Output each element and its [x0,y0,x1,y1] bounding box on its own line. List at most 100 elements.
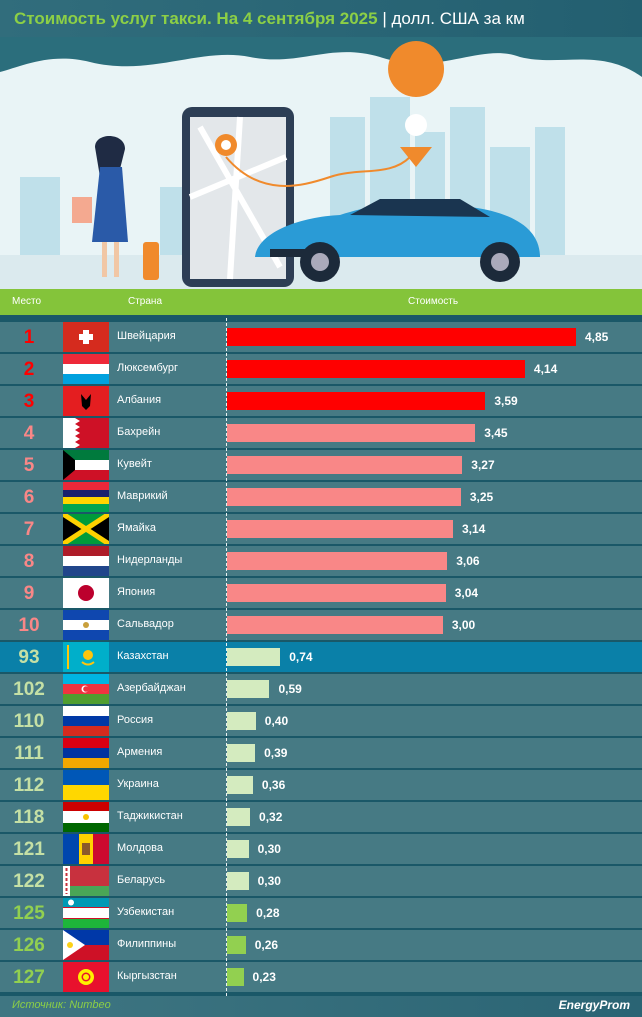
flag-icon [63,450,109,480]
flag-icon [63,386,109,416]
bar [227,616,443,634]
header-country: Страна [128,296,163,307]
bar [227,328,576,346]
table-row: 2 Люксембург 4,14 [0,354,642,384]
flag-icon [63,418,109,448]
value-label: 0,40 [264,714,289,728]
bar [227,360,525,378]
bar [227,936,246,954]
table-row: 5 Кувейт 3,27 [0,450,642,480]
bar [227,744,256,762]
flag-icon [63,898,109,928]
bar [227,456,463,474]
flag-icon [63,930,109,960]
value-label: 3,27 [471,458,495,472]
value-label: 3,59 [494,394,518,408]
country-name: Беларусь [117,874,166,886]
rank: 110 [13,711,45,732]
flag-icon [63,706,109,736]
value-label: 3,04 [454,586,479,600]
title-separator: | [377,9,392,28]
rank: 118 [13,807,45,828]
table-row: 126 Филиппины 0,26 [0,930,642,960]
country-name: Казахстан [117,650,169,662]
header-rank: Место [12,296,42,307]
rank: 7 [23,519,35,540]
country-name: Филиппины [117,938,177,950]
table-row: 125 Узбекистан 0,28 [0,898,642,928]
value-label: 3,45 [484,426,508,440]
table-row: 122 Беларусь 0,30 [0,866,642,896]
header-cost: Стоимость [408,296,459,307]
rank: 5 [23,455,35,476]
flag-icon [63,770,109,800]
table-row: 10 Сальвадор 3,00 [0,610,642,640]
country-name: Армения [117,746,163,758]
rank: 10 [18,615,40,636]
table-row: 4 Бахрейн 3,45 [0,418,642,448]
energyprom-logo: EnergyProm [558,998,630,1012]
bar [227,488,461,506]
table-row: 118 Таджикистан 0,32 [0,802,642,832]
title-unit: долл. США за км [391,9,525,28]
country-name: Кувейт [117,458,152,470]
taxi-illustration [0,37,642,289]
table-row: 9 Япония 3,04 [0,578,642,608]
rank: 102 [13,679,45,700]
bar [227,648,281,666]
bar [227,808,251,826]
flag-icon [63,642,109,672]
table-row: 7 Ямайка 3,14 [0,514,642,544]
country-name: Таджикистан [117,810,183,822]
bar [227,776,253,794]
value-label: 0,39 [264,746,288,760]
country-name: Россия [117,714,154,726]
table-row: 111 Армения 0,39 [0,738,642,768]
axis-baseline [226,318,227,996]
rank: 1 [23,327,35,348]
table-row: 121 Молдова 0,30 [0,834,642,864]
value-label: 0,30 [257,874,281,888]
table-header: Место Страна Стоимость [0,289,642,315]
table-row: 6 Маврикий 3,25 [0,482,642,512]
flag-icon [63,514,109,544]
flag-icon [63,738,109,768]
rank: 8 [23,551,35,572]
value-label: 4,85 [585,330,609,344]
value-label: 3,06 [456,554,480,568]
country-name: Узбекистан [117,906,175,918]
footer: Источник: Numbeo EnergyProm [0,996,642,1017]
table-row: 102 Азербайджан 0,59 [0,674,642,704]
rank: 93 [18,647,40,668]
rank: 127 [13,967,45,988]
flag-icon [63,834,109,864]
table-row: 110 Россия 0,40 [0,706,642,736]
rank: 2 [23,359,35,380]
value-label: 3,00 [451,618,476,632]
rank: 125 [13,903,45,924]
title-main: Стоимость услуг такси. На 4 сентября 202… [14,9,378,28]
bar [227,424,476,442]
rank: 126 [13,935,45,956]
bar [227,392,486,410]
table-row: 93 Казахстан 0,74 [0,642,642,672]
rank: 6 [23,487,35,508]
table-row: 3 Албания 3,59 [0,386,642,416]
rank: 122 [13,871,45,892]
country-name: Бахрейн [117,426,161,438]
table-row: 8 Нидерланды 3,06 [0,546,642,576]
flag-icon [63,354,109,384]
table-row: 127 Кыргызстан 0,23 [0,962,642,992]
value-label: 3,14 [461,522,486,536]
country-name: Маврикий [117,490,168,502]
value-label: 0,23 [252,970,276,984]
country-name: Албания [117,394,162,406]
value-label: 0,74 [289,650,313,664]
rank: 4 [23,423,35,444]
country-name: Кыргызстан [117,970,177,982]
value-label: 0,30 [257,842,281,856]
source-note: Источник: Numbeo [12,999,111,1011]
rank: 3 [23,391,35,412]
chart-title: Стоимость услуг такси. На 4 сентября 202… [0,0,642,37]
value-label: 0,59 [278,682,302,696]
